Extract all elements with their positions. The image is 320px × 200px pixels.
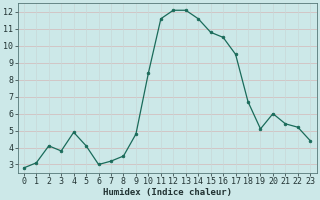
X-axis label: Humidex (Indice chaleur): Humidex (Indice chaleur)	[103, 188, 232, 197]
